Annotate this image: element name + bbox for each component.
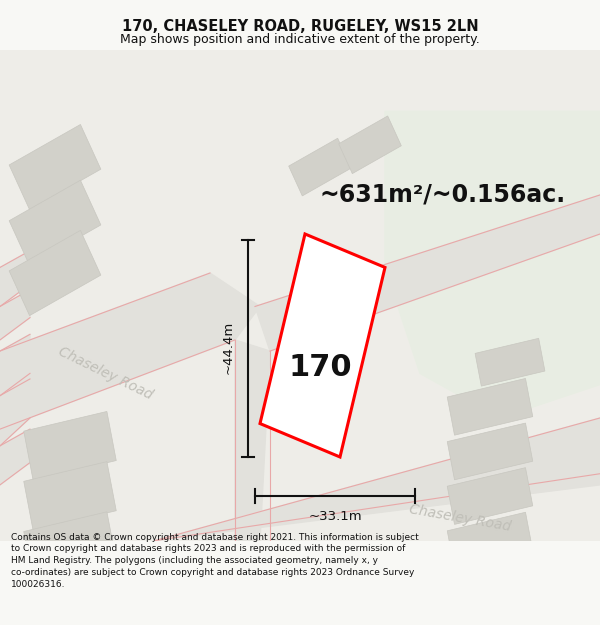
Text: 170: 170 bbox=[288, 353, 352, 382]
Polygon shape bbox=[447, 379, 533, 435]
Text: 170, CHASELEY ROAD, RUGELEY, WS15 2LN: 170, CHASELEY ROAD, RUGELEY, WS15 2LN bbox=[122, 19, 478, 34]
Polygon shape bbox=[0, 334, 30, 396]
Polygon shape bbox=[255, 195, 600, 351]
Polygon shape bbox=[0, 273, 260, 429]
Polygon shape bbox=[24, 462, 116, 531]
Polygon shape bbox=[9, 231, 101, 316]
Polygon shape bbox=[289, 138, 352, 196]
Text: Contains OS data © Crown copyright and database right 2021. This information is : Contains OS data © Crown copyright and d… bbox=[11, 532, 419, 589]
Text: Map shows position and indicative extent of the property.: Map shows position and indicative extent… bbox=[120, 33, 480, 46]
Text: ~44.4m: ~44.4m bbox=[221, 321, 235, 374]
Polygon shape bbox=[475, 338, 545, 386]
Polygon shape bbox=[0, 251, 30, 306]
Polygon shape bbox=[0, 429, 30, 485]
Polygon shape bbox=[24, 411, 116, 480]
Polygon shape bbox=[0, 50, 600, 541]
Text: Chaseley Road: Chaseley Road bbox=[408, 503, 512, 534]
Polygon shape bbox=[155, 418, 600, 541]
Polygon shape bbox=[260, 234, 385, 457]
Polygon shape bbox=[9, 180, 101, 266]
Text: ~631m²/~0.156ac.: ~631m²/~0.156ac. bbox=[320, 183, 566, 207]
Polygon shape bbox=[447, 512, 533, 569]
Polygon shape bbox=[447, 423, 533, 480]
Polygon shape bbox=[24, 512, 116, 581]
Text: ~33.1m: ~33.1m bbox=[308, 509, 362, 522]
Text: Chaseley Road: Chaseley Road bbox=[56, 344, 154, 402]
Polygon shape bbox=[0, 290, 30, 340]
Polygon shape bbox=[338, 116, 401, 174]
Polygon shape bbox=[235, 340, 270, 541]
Polygon shape bbox=[447, 468, 533, 524]
Polygon shape bbox=[9, 124, 101, 209]
Polygon shape bbox=[0, 379, 30, 446]
Polygon shape bbox=[385, 111, 600, 418]
